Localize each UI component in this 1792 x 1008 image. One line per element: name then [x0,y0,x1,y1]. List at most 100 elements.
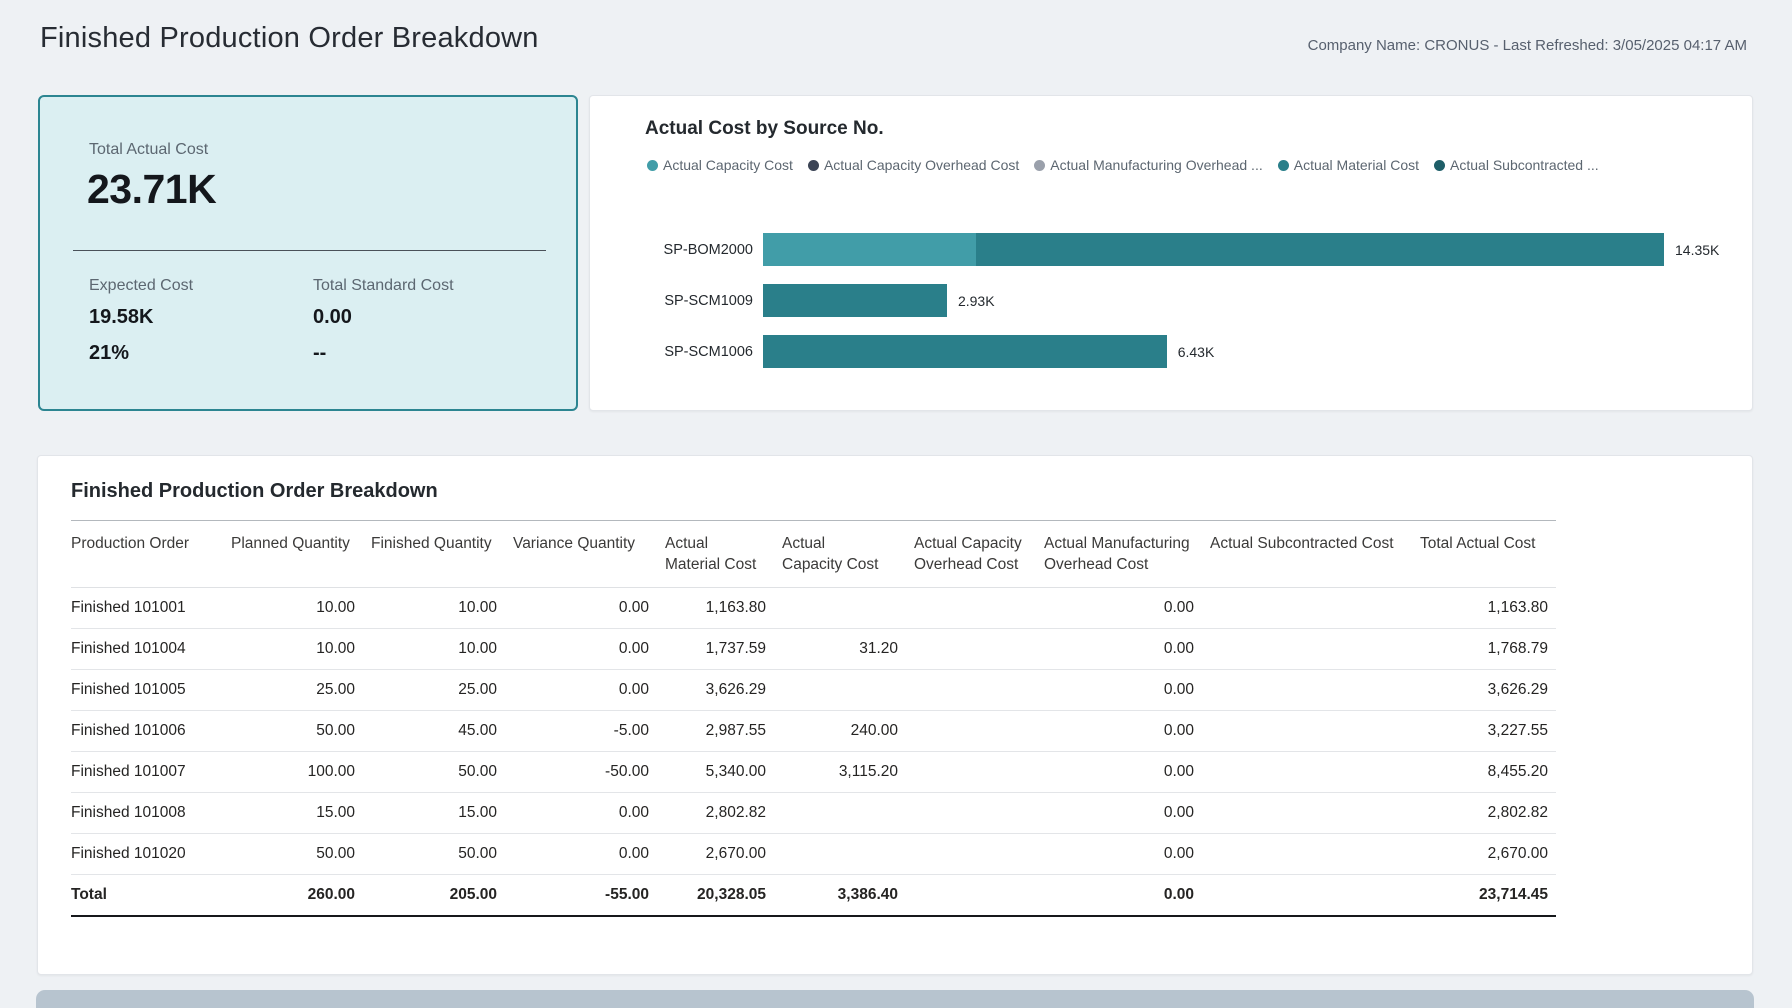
kpi-secondary-subvalue: -- [313,342,327,365]
bar[interactable] [763,233,1664,266]
table-column-header[interactable]: Production Order [71,521,223,588]
legend-label: Actual Material Cost [1293,157,1420,173]
page-title: Finished Production Order Breakdown [40,22,539,54]
table-column-header[interactable]: Actual Subcontracted Cost [1202,521,1412,588]
value-cell: 3,227.55 [1412,710,1556,752]
table-row[interactable]: Finished 101007 100.00 50.00 -50.00 5,340.00… [71,751,1556,793]
legend-item[interactable]: Actual Subcontracted ... [1434,157,1599,173]
value-cell: 20,328.05 [657,873,774,917]
production-order-cell: Finished 101007 [71,751,223,793]
value-cell: 8,455.20 [1412,751,1556,793]
kpi-primary-label: Total Actual Cost [89,141,209,158]
bar-track: 14.35K [763,233,1752,266]
value-cell: 0.00 [1036,628,1202,670]
value-cell: -50.00 [505,751,657,793]
value-cell [1202,587,1412,629]
bar-row: SP-SCM1006 6.43K [590,335,1752,368]
value-cell: 10.00 [223,587,363,629]
value-cell [906,792,1036,834]
value-cell: 15.00 [223,792,363,834]
refresh-info: Company Name: CRONUS - Last Refreshed: 3… [1307,37,1747,54]
kpi-secondary-label: Total Standard Cost [313,277,454,295]
table-column-header[interactable]: Actual Manufacturing Overhead Cost [1036,521,1202,588]
bar-segment-actual-capacity-cost[interactable] [763,233,976,266]
kpi-primary-value: 23.71K [87,166,217,212]
value-cell: 45.00 [363,710,505,752]
bar-segment-actual-material-cost[interactable] [763,284,947,317]
kpi-secondary-subvalue: 21% [89,342,130,365]
table-row[interactable]: Finished 101008 15.00 15.00 0.00 2,802.82 0.0… [71,792,1556,834]
table-column-header[interactable]: Finished Quantity [363,521,505,588]
production-order-cell: Total [71,873,223,917]
bar-value-label: 2.93K [957,292,995,309]
table-column-header[interactable]: Actual Material Cost [657,521,774,588]
table-row[interactable]: Finished 101006 50.00 45.00 -5.00 2,987.55 24… [71,710,1556,752]
value-cell [1202,833,1412,875]
value-cell: 1,737.59 [657,628,774,670]
value-cell: 1,768.79 [1412,628,1556,670]
value-cell [906,751,1036,793]
bar-track: 2.93K [763,284,1752,317]
bar-segment-actual-material-cost[interactable] [763,335,1167,368]
table-column-header[interactable]: Planned Quantity [223,521,363,588]
legend-dot-icon [807,159,819,171]
value-cell: 1,163.80 [657,587,774,629]
table-header-row: Production Order Planned Quantity Finished… [71,521,1556,588]
value-cell: 0.00 [1036,873,1202,917]
value-cell: -5.00 [505,710,657,752]
kpi-expected-cost: Expected Cost 19.58K 21% [89,277,313,365]
bar-value-label: 6.43K [1177,343,1215,360]
value-cell: 3,386.40 [774,873,906,917]
value-cell: 3,626.29 [1412,669,1556,711]
value-cell [774,587,906,629]
value-cell [906,628,1036,670]
value-cell: 0.00 [1036,833,1202,875]
value-cell: 25.00 [363,669,505,711]
value-cell: 10.00 [363,587,505,629]
value-cell: 5,340.00 [657,751,774,793]
bar[interactable] [763,335,1167,368]
value-cell: 260.00 [223,873,363,917]
table-total-row[interactable]: Total 260.00 205.00 -55.00 20,328.05 3,386.40… [71,873,1556,917]
legend-label: Actual Subcontracted ... [1450,157,1599,173]
table-column-header[interactable]: Variance Quantity [505,521,657,588]
table-column-header[interactable]: Actual Capacity Cost [774,521,906,588]
value-cell: 0.00 [1036,710,1202,752]
kpi-secondary-value: 19.58K [89,306,154,329]
legend-item[interactable]: Actual Capacity Cost [647,157,793,173]
value-cell [774,833,906,875]
production-order-cell: Finished 101005 [71,669,223,711]
table-column-header[interactable]: Actual Capacity Overhead Cost [906,521,1036,588]
legend-item[interactable]: Actual Material Cost [1277,157,1420,173]
kpi-secondary-value: 0.00 [313,306,352,329]
bar[interactable] [763,284,947,317]
value-cell [1202,669,1412,711]
actual-cost-by-source-chart-card: Actual Cost by Source No. Actual Capacit… [589,95,1753,411]
legend-label: Actual Manufacturing Overhead ... [1050,157,1263,173]
bar-category-label: SP-BOM2000 [663,241,753,258]
value-cell: 0.00 [505,587,657,629]
chart-plot-area: SP-BOM2000 14.35K SP-SCM1009 2.93K SP-SCM100… [590,233,1752,368]
table-row[interactable]: Finished 101004 10.00 10.00 0.00 1,737.59 31.… [71,628,1556,670]
table-column-header[interactable]: Total Actual Cost [1412,521,1556,588]
value-cell: 25.00 [223,669,363,711]
table-row[interactable]: Finished 101001 10.00 10.00 0.00 1,163.80 0.0… [71,587,1556,629]
table-row[interactable]: Finished 101020 50.00 50.00 0.00 2,670.00 0.0… [71,833,1556,875]
value-cell: 0.00 [505,792,657,834]
table-row[interactable]: Finished 101005 25.00 25.00 0.00 3,626.29 0.0… [71,669,1556,711]
bottom-scrollbar[interactable] [36,990,1754,1008]
value-cell: 0.00 [1036,792,1202,834]
legend-item[interactable]: Actual Manufacturing Overhead ... [1034,157,1263,173]
breakdown-table: Production Order Planned Quantity Finished… [71,521,1556,917]
value-cell: 23,714.45 [1412,873,1556,917]
value-cell [906,833,1036,875]
legend-label: Actual Capacity Overhead Cost [823,157,1020,173]
legend-dot-icon [647,159,658,171]
bar-segment-actual-material-cost[interactable] [975,233,1664,266]
value-cell: 0.00 [505,833,657,875]
legend-item[interactable]: Actual Capacity Overhead Cost [807,157,1020,173]
value-cell: 10.00 [223,628,363,670]
value-cell [1202,792,1412,834]
value-cell: 10.00 [363,628,505,670]
legend-dot-icon [1034,159,1046,171]
